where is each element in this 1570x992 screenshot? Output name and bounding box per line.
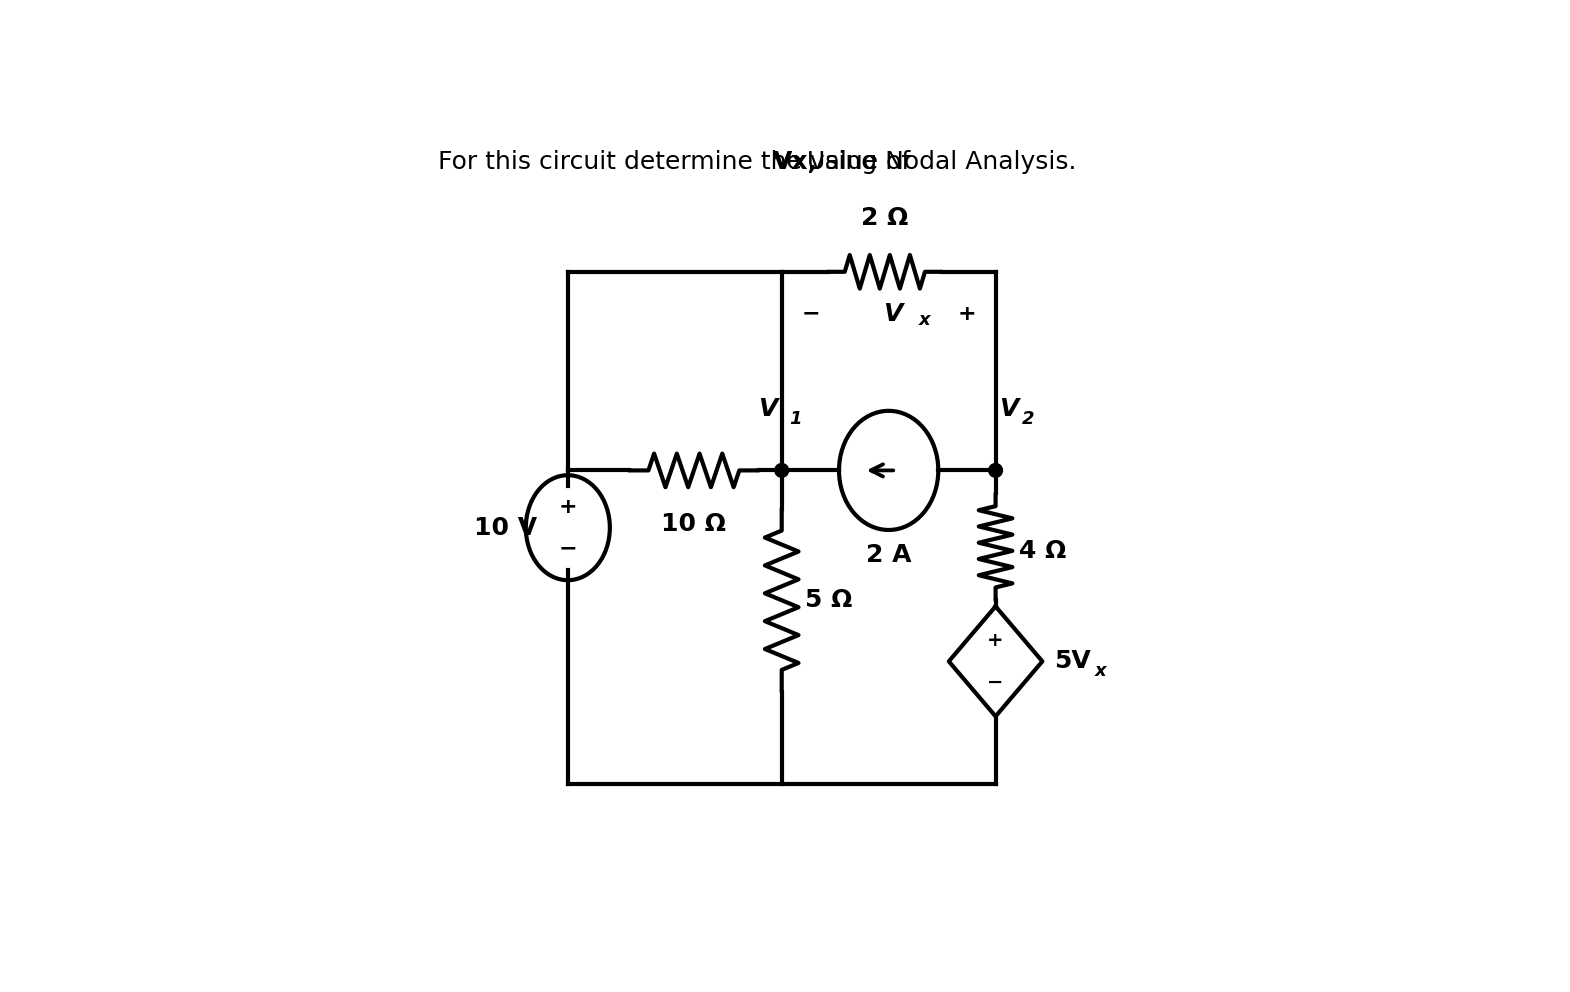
Text: x: x — [1094, 662, 1105, 680]
Text: Using Nodal Analysis.: Using Nodal Analysis. — [799, 150, 1077, 174]
Text: 1: 1 — [790, 411, 802, 429]
Text: 2 A: 2 A — [867, 543, 912, 566]
Text: −: − — [988, 673, 1003, 691]
Circle shape — [989, 463, 1003, 477]
Text: +: + — [988, 631, 1003, 650]
Text: Vx,: Vx, — [772, 150, 818, 174]
Text: 5 Ω: 5 Ω — [804, 588, 853, 612]
Text: +: + — [559, 497, 578, 517]
Text: 2 Ω: 2 Ω — [862, 205, 909, 230]
Text: −: − — [559, 539, 578, 558]
Text: +: + — [958, 304, 977, 323]
Text: V: V — [758, 397, 777, 421]
Text: V: V — [1000, 397, 1019, 421]
Text: 4 Ω: 4 Ω — [1019, 539, 1066, 562]
Text: 2: 2 — [1022, 411, 1035, 429]
Text: 10 Ω: 10 Ω — [661, 513, 727, 537]
Text: 10 V: 10 V — [474, 516, 537, 540]
Text: 5V: 5V — [1053, 650, 1091, 674]
Text: x: x — [918, 310, 929, 329]
Circle shape — [776, 463, 788, 477]
Text: −: − — [801, 304, 820, 323]
Text: V: V — [882, 302, 903, 325]
Text: For this circuit determine the value of: For this circuit determine the value of — [438, 150, 918, 174]
